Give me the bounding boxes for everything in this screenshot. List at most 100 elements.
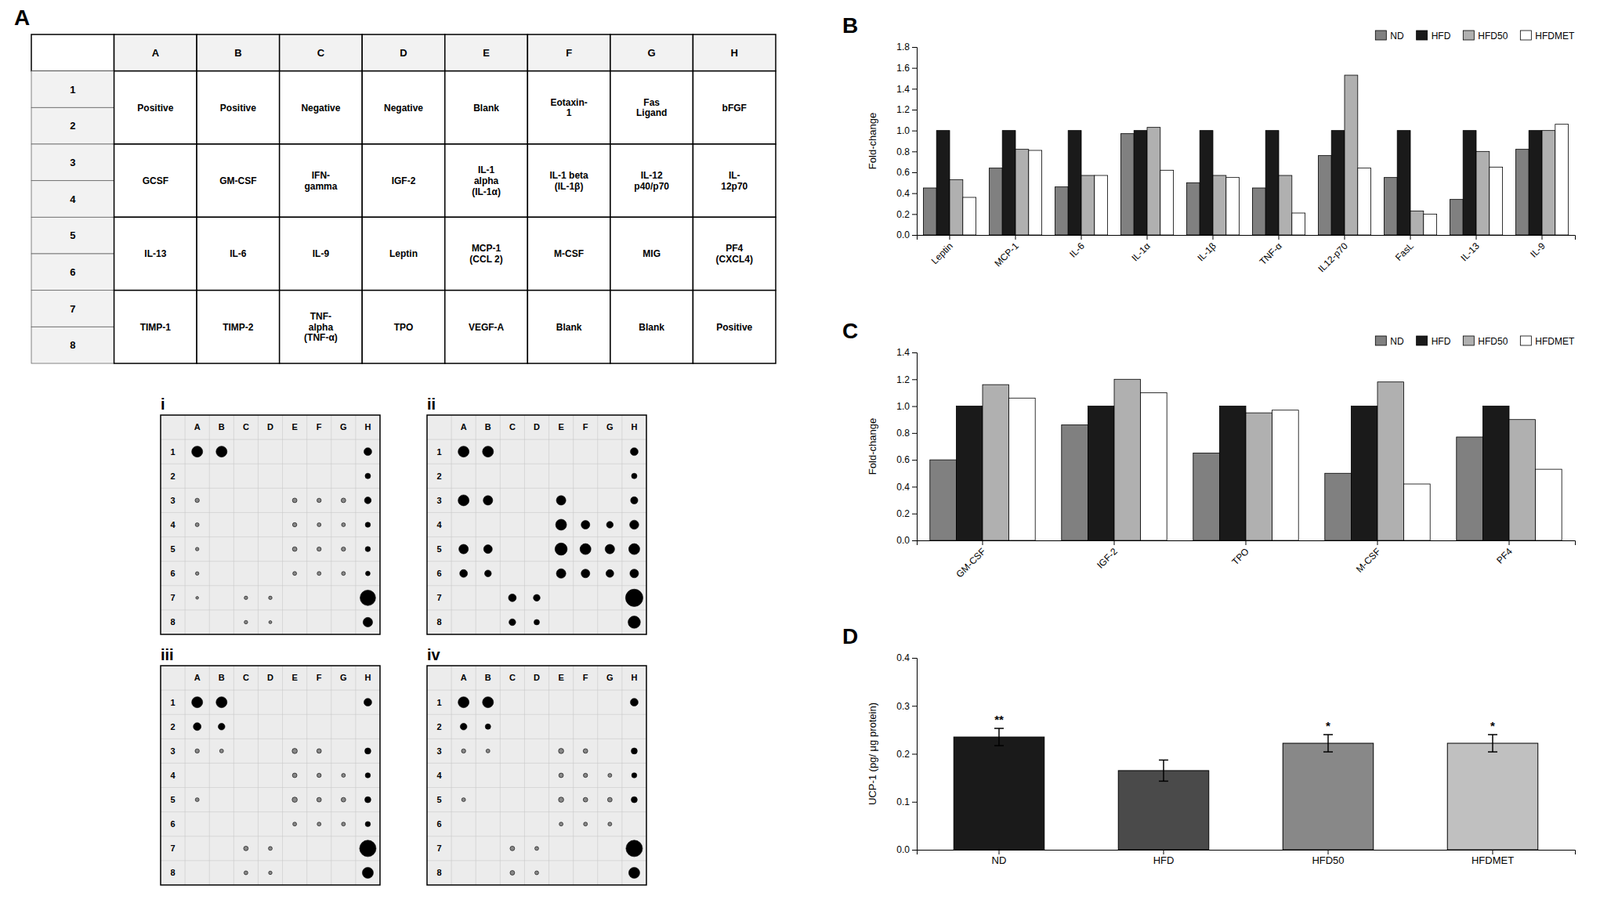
dot	[363, 698, 372, 707]
y-tick: 1.2	[896, 374, 917, 386]
dot	[458, 446, 470, 458]
bar	[1542, 130, 1556, 236]
dot	[365, 821, 371, 828]
dot	[195, 798, 200, 803]
text-line: MIG	[642, 248, 661, 260]
grid-line-y	[427, 585, 647, 587]
column-label: A	[194, 673, 201, 683]
panel-background	[427, 666, 647, 886]
bar	[1357, 168, 1372, 236]
y-tick-mark	[912, 459, 917, 461]
x-tick-mark	[1492, 850, 1494, 855]
text-line: Negative	[383, 102, 424, 114]
dot	[340, 797, 346, 803]
grid	[427, 415, 647, 635]
x-tick-mark	[1542, 235, 1543, 240]
legend-label: HFD	[1431, 336, 1452, 348]
x-axis: GM-CSFIGF-2TPOM-CSFPF4	[917, 540, 1576, 580]
grid-line-y	[160, 585, 381, 587]
panel-label: B	[842, 13, 858, 38]
bar	[1193, 453, 1220, 541]
bar	[1081, 175, 1095, 236]
y-tick-mark	[912, 213, 917, 215]
dot	[340, 498, 346, 504]
y-tick: 0.0	[896, 844, 917, 856]
y-tick: 1.6	[896, 62, 917, 74]
table-cell	[610, 217, 694, 290]
table-cell	[610, 290, 694, 364]
legend-label: ND	[1390, 336, 1405, 348]
grid-line-y	[427, 860, 647, 862]
text-line: GM-CSF	[219, 175, 257, 187]
dot	[608, 822, 612, 827]
dot	[317, 773, 322, 778]
grid-line-y	[160, 811, 381, 813]
row-label: 7	[170, 843, 175, 854]
grid-line-y	[160, 536, 381, 538]
bar	[1331, 130, 1345, 236]
bar	[1054, 187, 1068, 236]
grid-line-y	[427, 439, 647, 441]
table-row-label: 4	[69, 193, 77, 206]
table-cell	[445, 290, 529, 364]
grid-line-x	[548, 666, 550, 886]
column-label: C	[242, 673, 250, 683]
text-line: 1	[566, 107, 572, 119]
dot	[195, 749, 200, 753]
grid-line-y	[427, 463, 647, 465]
bar	[1118, 771, 1210, 851]
grid-line-x	[306, 666, 308, 886]
dot	[341, 571, 346, 576]
dot	[268, 596, 272, 600]
grid-line-y	[160, 561, 381, 562]
dot	[317, 523, 322, 528]
column-label: G	[340, 673, 348, 683]
x-tick-mark	[1278, 235, 1280, 240]
row-label: 3	[436, 495, 442, 506]
y-tick-mark	[912, 130, 917, 132]
table-row-label-cell	[31, 107, 115, 145]
text-line: IL-	[728, 170, 741, 181]
x-tick-mark	[1212, 235, 1214, 240]
bar	[1282, 743, 1374, 851]
y-tick: 1.8	[896, 41, 917, 53]
bar	[1160, 170, 1174, 236]
grid-line-y	[160, 787, 381, 789]
dot	[341, 774, 346, 779]
text-line: gamma	[304, 180, 337, 192]
text-line: 2	[69, 119, 76, 132]
table-cell	[527, 71, 611, 145]
table-corner-cell	[31, 34, 115, 72]
column-label: C	[509, 673, 516, 683]
grid-line-x	[475, 415, 477, 635]
dot	[579, 543, 591, 555]
error-bar-stem	[998, 728, 1000, 746]
dot	[583, 773, 588, 778]
table-cell-text: IL-13	[144, 248, 167, 260]
column-label: B	[218, 422, 225, 432]
dot	[191, 446, 203, 458]
table-cell-text: Leptin	[389, 248, 418, 260]
error-bar-cap	[1487, 751, 1498, 753]
y-tick-label: 1.0	[896, 401, 910, 413]
y-axis: 0.00.20.40.60.81.01.21.4	[896, 347, 917, 547]
grid-line-y	[160, 512, 381, 514]
panel-label: D	[842, 624, 858, 649]
panel-title: i	[160, 395, 166, 413]
table-cell	[445, 217, 529, 290]
dot	[581, 520, 591, 529]
x-tick-mark	[1081, 235, 1083, 240]
table-cell	[114, 217, 198, 290]
table-cell	[114, 144, 198, 218]
bar	[1252, 188, 1266, 236]
dot	[268, 621, 272, 625]
legend: NDHFDHFD50HFDMET	[1375, 336, 1575, 348]
bar	[1324, 473, 1352, 541]
x-tick: HFD	[1153, 850, 1175, 867]
table-cell-text: Positive	[220, 102, 257, 114]
dot	[365, 796, 372, 804]
y-tick-label: 0.8	[896, 427, 910, 439]
y-tick-label: 0.1	[896, 796, 910, 808]
text-line: (TNF-α)	[304, 332, 338, 344]
dot	[365, 773, 371, 779]
